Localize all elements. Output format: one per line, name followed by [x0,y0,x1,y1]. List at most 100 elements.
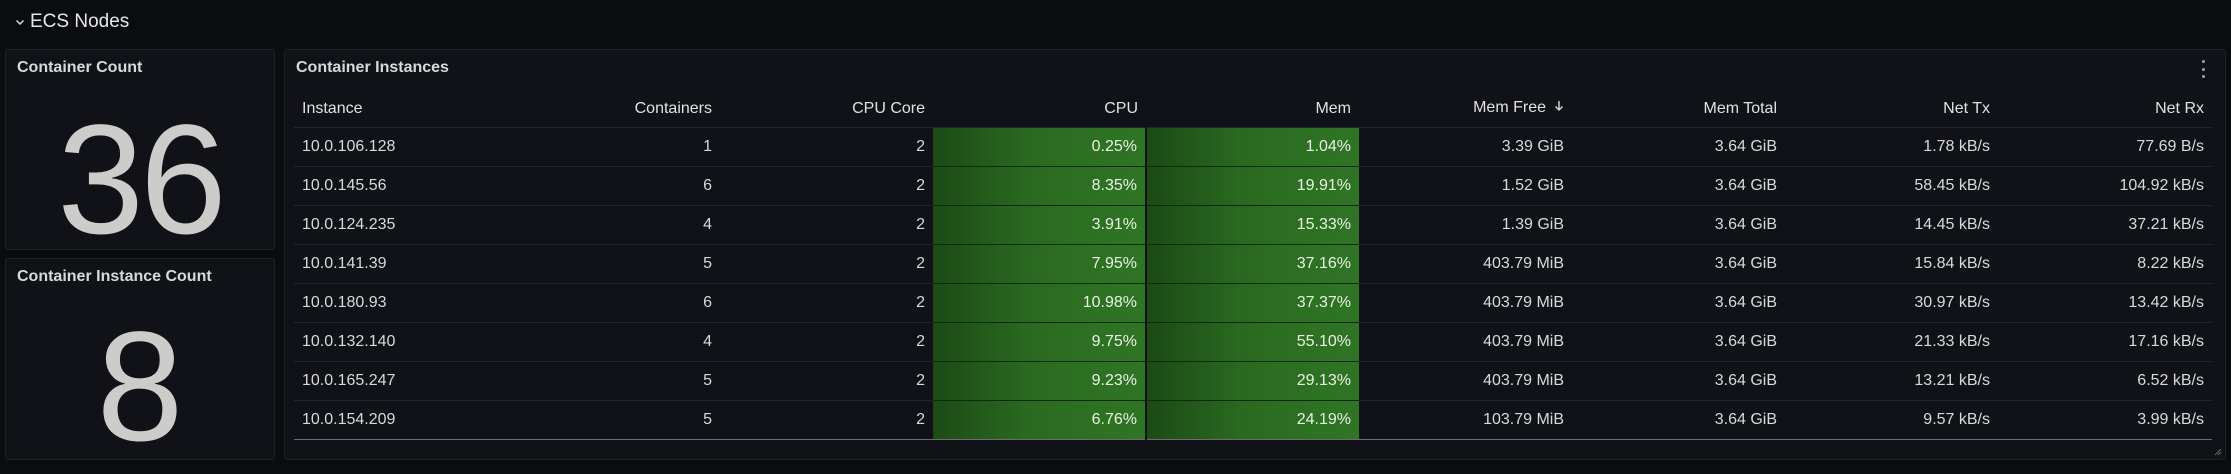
column-header-label: Net Tx [1943,99,1990,117]
table-cell-cpu-core: 2 [720,361,933,401]
table-row: 10.0.106.128 1 2 0.25% 1.04% 3.39 GiB 3.64 GiB… [294,127,2212,167]
table-cell-instance: 10.0.106.128 [294,127,507,167]
column-header-cpu-core[interactable]: CPU Core [720,90,933,128]
table-row: 10.0.154.209 5 2 6.76% 24.19% 103.79 MiB 3.64 … [294,400,2212,440]
table-cell-mem-total: 3.64 GiB [1572,127,1785,167]
table-cell-mem: 19.91% [1145,166,1359,206]
table-cell-mem: 15.33% [1145,205,1359,245]
column-header-containers[interactable]: Containers [507,90,720,128]
table-cell-net-tx: 14.45 kB/s [1785,205,1998,245]
column-header-label: Mem Total [1703,99,1777,117]
column-header-net-rx[interactable]: Net Rx [1998,90,2212,128]
table-cell-mem-free: 403.79 MiB [1359,283,1572,323]
table-cell-instance: 10.0.145.56 [294,166,507,206]
table-cell-cpu: 9.75% [933,322,1146,362]
table-cell-cpu-core: 2 [720,322,933,362]
table-cell-mem-free: 403.79 MiB [1359,322,1572,362]
table-row: 10.0.124.235 4 2 3.91% 15.33% 1.39 GiB 3.64 Gi… [294,205,2212,245]
column-header-mem[interactable]: Mem [1146,90,1359,128]
table-cell-cpu-core: 2 [720,283,933,323]
table-cell-mem-total: 3.64 GiB [1572,283,1785,323]
column-header-instance[interactable]: Instance [294,90,507,128]
table-cell-cpu: 10.98% [933,283,1146,323]
column-header-label: CPU Core [852,99,925,117]
table-cell-net-rx: 104.92 kB/s [1998,166,2212,206]
table-cell-instance: 10.0.165.247 [294,361,507,401]
table-cell-net-tx: 15.84 kB/s [1785,244,1998,284]
chevron-down-icon[interactable] [14,16,26,28]
column-header-label: Net Rx [2155,99,2204,117]
table-cell-mem-free: 103.79 MiB [1359,400,1572,440]
table-cell-containers: 4 [507,322,720,362]
table-cell-containers: 6 [507,283,720,323]
table-cell-cpu: 3.91% [933,205,1146,245]
panel-title[interactable]: Container Count [17,59,143,76]
table-cell-containers: 6 [507,166,720,206]
container-count-panel: Container Count 36 [5,49,275,258]
table-row: 10.0.132.140 4 2 9.75% 55.10% 403.79 MiB 3.64 … [294,322,2212,362]
table-header-row: Instance Containers CPU Core CPU Mem Mem Free… [294,90,2212,128]
container-instances-panel: Container Instances Instance Containers CP… [284,49,2226,460]
column-header-label: Mem Free [1473,99,1546,117]
table-cell-net-tx: 1.78 kB/s [1785,127,1998,167]
table-cell-mem: 37.16% [1145,244,1359,284]
column-header-net-tx[interactable]: Net Tx [1785,90,1998,128]
table-cell-mem: 37.37% [1145,283,1359,323]
table-cell-net-rx: 3.99 kB/s [1998,400,2212,440]
column-header-label: Instance [302,99,363,117]
table-cell-mem-free: 3.39 GiB [1359,127,1572,167]
table-row: 10.0.145.56 6 2 8.35% 19.91% 1.52 GiB 3.64 GiB… [294,166,2212,206]
table-cell-containers: 5 [507,400,720,440]
table-cell-net-tx: 9.57 kB/s [1785,400,1998,440]
table-cell-net-rx: 13.42 kB/s [1998,283,2212,323]
table-cell-containers: 5 [507,244,720,284]
table-cell-cpu: 8.35% [933,166,1146,206]
table-cell-cpu: 0.25% [933,127,1146,167]
table-cell-net-rx: 17.16 kB/s [1998,322,2212,362]
row-title[interactable]: ECS Nodes [30,11,130,32]
table-cell-mem: 1.04% [1145,127,1359,167]
panel-title[interactable]: Container Instance Count [17,268,212,285]
table-cell-mem-free: 1.39 GiB [1359,205,1572,245]
instances-table: Instance Containers CPU Core CPU Mem Mem Free… [294,90,2212,440]
column-header-mem-total[interactable]: Mem Total [1572,90,1785,128]
table-cell-mem-free: 1.52 GiB [1359,166,1572,206]
table-cell-instance: 10.0.141.39 [294,244,507,284]
table-cell-mem-total: 3.64 GiB [1572,361,1785,401]
table-cell-net-tx: 58.45 kB/s [1785,166,1998,206]
table-cell-net-tx: 30.97 kB/s [1785,283,1998,323]
panel-title[interactable]: Container Instances [296,59,449,76]
column-header-label: CPU [1104,99,1138,117]
table-cell-mem: 24.19% [1145,400,1359,440]
row-header[interactable]: ECS Nodes [0,0,2231,44]
table-cell-containers: 5 [507,361,720,401]
table-row: 10.0.141.39 5 2 7.95% 37.16% 403.79 MiB 3.64 G… [294,244,2212,284]
table-cell-instance: 10.0.124.235 [294,205,507,245]
table-cell-instance: 10.0.180.93 [294,283,507,323]
table-cell-net-rx: 77.69 B/s [1998,127,2212,167]
column-header-label: Containers [634,99,712,117]
table-cell-cpu: 7.95% [933,244,1146,284]
table-cell-mem: 29.13% [1145,361,1359,401]
table-cell-cpu-core: 2 [720,400,933,440]
table-row: 10.0.165.247 5 2 9.23% 29.13% 403.79 MiB 3.64 … [294,361,2212,401]
table-cell-cpu-core: 2 [720,127,933,167]
table-cell-instance: 10.0.154.209 [294,400,507,440]
table-cell-net-tx: 13.21 kB/s [1785,361,1998,401]
table-row: 10.0.180.93 6 2 10.98% 37.37% 403.79 MiB 3.64 … [294,283,2212,323]
table-cell-mem-free: 403.79 MiB [1359,361,1572,401]
table-cell-net-rx: 37.21 kB/s [1998,205,2212,245]
column-header-mem-free[interactable]: Mem Free [1359,90,1572,128]
table-cell-net-tx: 21.33 kB/s [1785,322,1998,362]
stat-value: 8 [96,300,184,474]
table-cell-mem-free: 403.79 MiB [1359,244,1572,284]
table-cell-mem-total: 3.64 GiB [1572,400,1785,440]
table-cell-cpu-core: 2 [720,166,933,206]
resize-handle-icon[interactable] [2214,448,2222,456]
kebab-menu-icon[interactable] [2195,60,2211,78]
table-cell-mem-total: 3.64 GiB [1572,166,1785,206]
column-header-cpu[interactable]: CPU [933,90,1146,128]
table-cell-cpu: 6.76% [933,400,1146,440]
sort-descending-icon[interactable] [1554,99,1564,117]
table-cell-containers: 4 [507,205,720,245]
